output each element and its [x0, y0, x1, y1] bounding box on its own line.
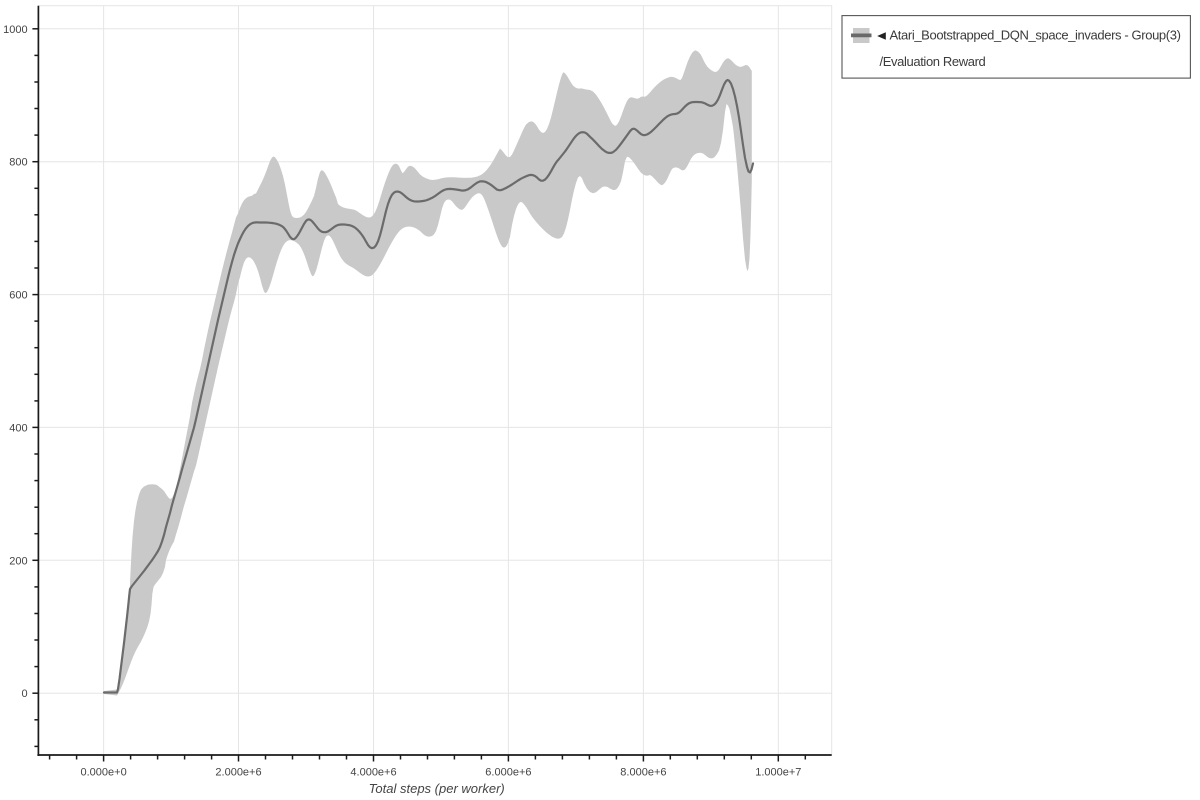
svg-text:2.000e+6: 2.000e+6: [215, 767, 261, 779]
svg-text:6.000e+6: 6.000e+6: [485, 767, 531, 779]
svg-text:800: 800: [9, 157, 27, 169]
svg-text:8.000e+6: 8.000e+6: [620, 767, 666, 779]
svg-text:/Evaluation Reward: /Evaluation Reward: [880, 54, 986, 69]
svg-text:1000: 1000: [3, 24, 27, 36]
svg-text:400: 400: [9, 422, 27, 434]
svg-text:0: 0: [21, 688, 27, 700]
svg-text:0.000e+0: 0.000e+0: [81, 767, 127, 779]
svg-text:4.000e+6: 4.000e+6: [350, 767, 396, 779]
svg-text:Atari_Bootstrapped_DQN_space_i: Atari_Bootstrapped_DQN_space_invaders - …: [890, 28, 1181, 43]
svg-text:200: 200: [9, 555, 27, 567]
svg-text:1.000e+7: 1.000e+7: [755, 767, 801, 779]
svg-text:Total steps (per worker): Total steps (per worker): [369, 781, 505, 796]
svg-text:600: 600: [9, 290, 27, 302]
